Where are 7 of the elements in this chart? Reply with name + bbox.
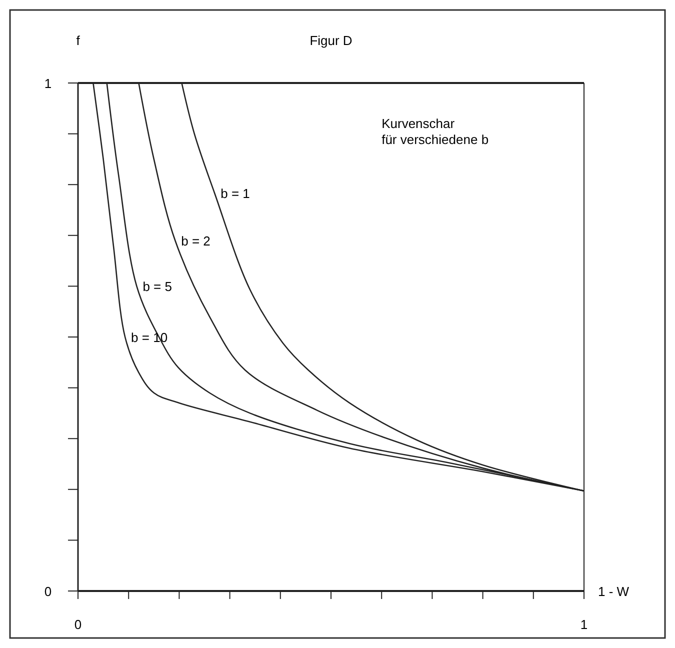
annotation: Kurvenschar für verschiedene b bbox=[382, 116, 489, 147]
chart-title: Figur D bbox=[310, 33, 352, 48]
annotation: b = 1 bbox=[220, 186, 250, 202]
annotation: b = 5 bbox=[142, 279, 172, 294]
y-axis-title: f bbox=[76, 33, 80, 48]
annotation: b = 2 bbox=[181, 233, 210, 248]
x-axis-title: 1 - W bbox=[598, 584, 630, 599]
